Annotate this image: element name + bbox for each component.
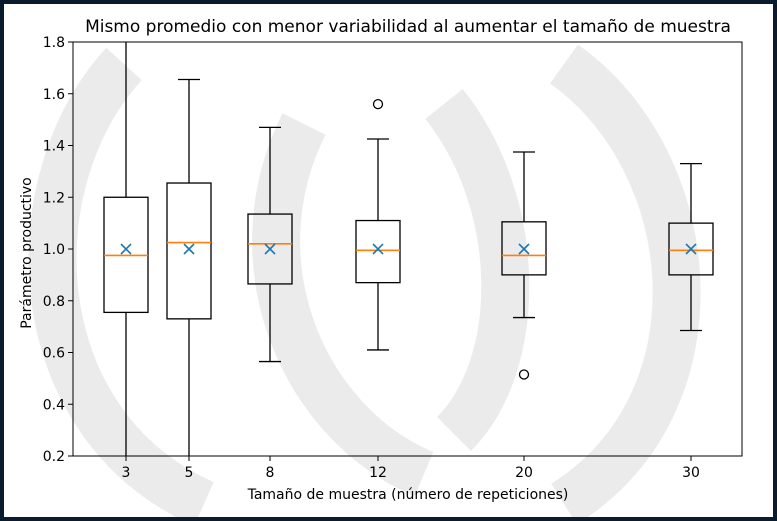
y-tick-label: 0.4 xyxy=(43,397,65,413)
mean-marker xyxy=(120,243,132,255)
box-8 xyxy=(247,126,293,363)
figure-frame: 0.2 0.4 0.6 0.8 1.0 1.2 1.4 1.6 1.8 3 5 8 12 20 30 Mis… xyxy=(4,4,773,517)
y-tick-label: 0.8 xyxy=(43,294,65,310)
y-tick-label: 0.6 xyxy=(43,346,65,362)
x-tick-label: 3 xyxy=(122,465,131,481)
outlier-point xyxy=(518,369,530,380)
mean-marker xyxy=(518,243,530,255)
outlier-point xyxy=(372,98,384,110)
mean-marker xyxy=(264,243,276,255)
mean-marker xyxy=(372,243,384,255)
watermark-logo xyxy=(28,44,701,517)
box-30 xyxy=(668,162,714,332)
y-tick-label: 1.2 xyxy=(43,190,65,206)
mean-marker xyxy=(685,243,697,255)
chart-title: Mismo promedio con menor variabilidad al… xyxy=(85,17,731,37)
x-tick-label: 8 xyxy=(266,465,275,481)
x-axis-label: Tamaño de muestra (número de repeticione… xyxy=(247,487,569,503)
y-axis-label: Parámetro productivo xyxy=(19,177,35,329)
y-tick-label: 1.4 xyxy=(43,139,65,155)
box-iqr xyxy=(501,221,547,276)
box-20 xyxy=(501,151,547,380)
y-tick-label: 1.0 xyxy=(43,242,65,258)
x-tick-label: 30 xyxy=(682,465,700,481)
box-iqr xyxy=(247,213,293,285)
box-5 xyxy=(166,78,212,456)
box-plot-chart: 0.2 0.4 0.6 0.8 1.0 1.2 1.4 1.6 1.8 3 5 8 12 20 30 Mis… xyxy=(19,17,743,517)
y-tick-label: 1.6 xyxy=(43,87,65,103)
box-iqr xyxy=(166,182,212,320)
y-tick-label: 1.8 xyxy=(43,35,65,51)
box-iqr xyxy=(355,219,401,284)
mean-marker xyxy=(183,243,195,255)
box-12 xyxy=(355,98,401,351)
box-3 xyxy=(103,42,149,456)
x-tick-label: 20 xyxy=(515,465,533,481)
box-iqr xyxy=(668,222,714,276)
y-tick-label: 0.2 xyxy=(43,449,65,465)
x-tick-label: 5 xyxy=(185,465,194,481)
x-tick-label: 12 xyxy=(369,465,387,481)
